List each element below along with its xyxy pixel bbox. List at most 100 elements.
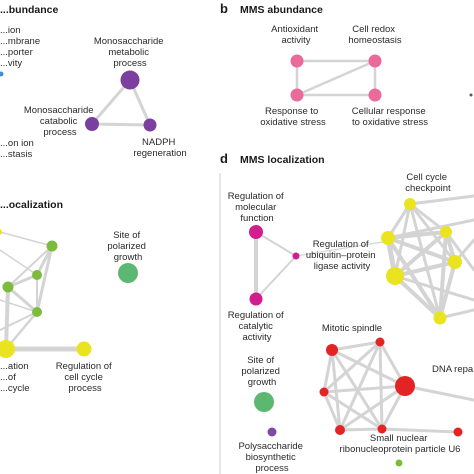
- label-d-dna-repair: DNA repa...: [432, 364, 474, 375]
- node-yellow: [386, 267, 404, 285]
- edge: [0, 249, 38, 276]
- node-green: [32, 270, 42, 280]
- edge: [322, 340, 382, 394]
- node-red: [319, 387, 329, 397]
- label-d-polarized: Site of polarized growth: [241, 355, 282, 388]
- edge: [6, 285, 39, 314]
- panel-c-edges: [0, 231, 87, 352]
- node-red: [375, 337, 385, 347]
- label-d-checkpoint: Cell cycle checkpoint: [405, 172, 451, 194]
- edge: [0, 231, 53, 247]
- node-regulation-cell-cycle-process: [76, 341, 92, 357]
- edge: [393, 202, 412, 278]
- node-regulation-ubiquitin-ligase: [292, 252, 300, 260]
- node-yellow: [381, 231, 395, 245]
- node-red: [326, 344, 338, 356]
- node-monosaccharide-catabolic: [85, 117, 99, 131]
- node-red: [377, 424, 387, 434]
- panel-d: d MMS localization: [219, 151, 474, 474]
- label-b-response: Response to oxidative stress: [260, 106, 326, 128]
- edge: [322, 390, 342, 432]
- edge: [255, 231, 297, 257]
- node-polysaccharide-biosynthetic: [267, 427, 277, 437]
- panel-a: ...bundance ...ion ...mbrane ...porter .…: [0, 4, 187, 160]
- edge: [4, 285, 10, 351]
- node-cell-cycle-checkpoint: [404, 198, 416, 210]
- label-d-molecular-function: Regulation of molecular function: [228, 191, 287, 224]
- panel-a-edges: [90, 78, 152, 127]
- node-snrnp-u6: [395, 459, 403, 467]
- label-a-nadph: NADPH regeneration: [133, 137, 186, 159]
- edge: [438, 230, 448, 320]
- label-b-redox: Cell redox homeostasis: [348, 24, 402, 46]
- label-d-snrnp: Small nuclear ribonucleoprotein particle…: [340, 433, 461, 455]
- label-b-cellular-response: Cellular response to oxidative stress: [352, 106, 429, 128]
- edge: [378, 340, 384, 431]
- node-mitotic-spindle-large: [395, 376, 415, 396]
- label-b-antioxidant: Antioxidant activity: [271, 24, 321, 46]
- edge: [386, 218, 474, 240]
- edge: [90, 78, 132, 126]
- edge: [90, 122, 152, 127]
- panel-c-title: ...ocalization: [0, 199, 63, 211]
- panel-c: ...ocalization Site of polarized gr: [0, 199, 148, 394]
- node-yellow: [440, 226, 452, 238]
- label-c-polarized: Site of polarized growth: [107, 230, 148, 263]
- node-transporter-activity: [0, 71, 4, 77]
- panel-b-letter: b: [220, 1, 228, 16]
- node-cellular-response-oxidative-stress: [368, 88, 382, 102]
- edge: [338, 384, 407, 432]
- node-green: [46, 240, 58, 252]
- panel-b: b MMS abundance Antioxidant activity Cel…: [220, 1, 473, 128]
- edge: [322, 384, 407, 394]
- edge: [408, 194, 474, 206]
- node-green: [32, 307, 42, 317]
- node-nadph-regeneration: [143, 118, 157, 132]
- node-regulation-of-cycle: [0, 340, 15, 358]
- node-cropped-yellow: [0, 229, 2, 235]
- panel-b-title: MMS abundance: [240, 4, 323, 16]
- panel-a-title: ...bundance: [0, 4, 59, 16]
- edge: [393, 274, 474, 302]
- panel-d-title: MMS localization: [240, 154, 325, 166]
- edge: [444, 230, 474, 272]
- node-cell-redox-homeostasis: [368, 54, 382, 68]
- node-antioxidant-activity: [290, 54, 304, 68]
- edge: [408, 202, 442, 320]
- node-monosaccharide-metabolic: [120, 70, 140, 90]
- edge: [403, 384, 474, 402]
- edge: [393, 274, 442, 320]
- node-yellow: [433, 311, 447, 325]
- edge: [35, 244, 54, 314]
- edge: [386, 236, 442, 320]
- edge: [255, 255, 297, 300]
- label-d-catalytic: Regulation of catalytic activity: [228, 310, 287, 343]
- edge: [322, 348, 334, 394]
- edge: [338, 340, 382, 432]
- node-response-oxidative-stress: [290, 88, 304, 102]
- edge: [338, 427, 384, 432]
- label-a-monosaccharide-metabolic: Monosaccharide metabolic process: [94, 36, 166, 69]
- node-cropped: [469, 93, 473, 97]
- edge: [295, 59, 377, 97]
- label-d-mitotic-spindle: Mitotic spindle: [322, 323, 382, 334]
- edge: [438, 260, 457, 320]
- panel-d-letter: d: [220, 151, 228, 166]
- edge: [393, 230, 448, 278]
- node-dna-repair: [453, 427, 463, 437]
- edge: [295, 239, 396, 257]
- edge: [0, 311, 38, 331]
- node-regulation-catalytic-activity: [249, 292, 263, 306]
- node-regulation-molecular-function: [249, 225, 263, 239]
- label-a-ion-homeostasis: ...on ion ...stasis: [0, 138, 36, 160]
- panel-b-edges: [295, 59, 377, 97]
- edge: [330, 340, 382, 352]
- label-a-monosaccharide-catabolic: Monosaccharide catabolic process: [24, 105, 96, 138]
- node-yellow: [448, 255, 462, 269]
- label-c-cycle: ...ation ...of ...cycle: [0, 361, 31, 394]
- node-site-polarized-growth: [254, 392, 274, 412]
- panel-d-edges: [254, 194, 474, 434]
- label-d-ubiquitin: Regulation of ubiquitin–protein ligase a…: [306, 239, 378, 272]
- node-green: [2, 281, 14, 293]
